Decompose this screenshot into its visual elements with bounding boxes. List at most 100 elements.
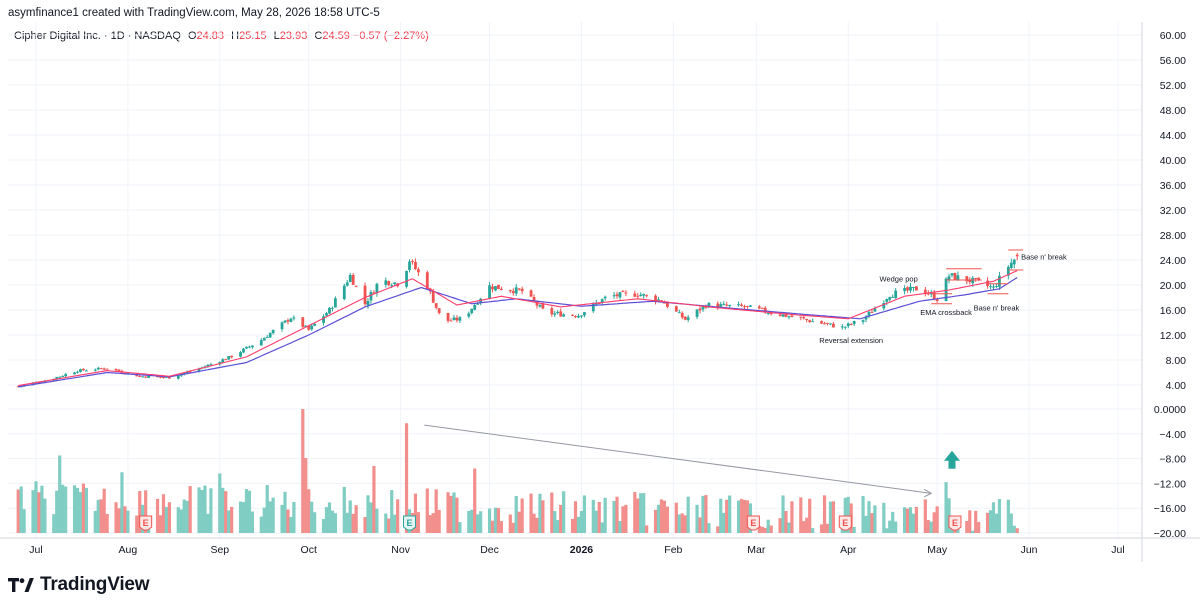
candle-body — [372, 292, 376, 294]
candle-body — [102, 368, 106, 370]
candle-body — [864, 316, 868, 320]
candle-body — [363, 285, 367, 305]
volume-bar — [247, 490, 252, 533]
ema-slow-line — [18, 276, 1018, 388]
open-label: O — [187, 30, 197, 42]
volume-bar — [43, 498, 47, 533]
volume-bar — [769, 525, 773, 533]
candle-body — [165, 376, 168, 378]
volume-bar — [802, 521, 806, 533]
candle-body — [58, 376, 62, 378]
volume-bar — [185, 500, 189, 533]
candle-body — [73, 372, 76, 375]
volume-bar — [55, 490, 59, 533]
volume-bar — [870, 513, 874, 533]
candle-body — [965, 276, 969, 282]
price-tick-label: 52.00 — [1160, 80, 1186, 92]
volume-bar — [375, 508, 379, 533]
candle-body — [322, 316, 325, 323]
candle-body — [342, 285, 346, 300]
earnings-marker-icon — [948, 515, 962, 531]
volume-bar — [369, 502, 373, 533]
volume-bar — [446, 492, 450, 533]
candles — [16, 252, 1019, 388]
candle-body — [535, 301, 539, 306]
volume-bar — [659, 499, 664, 533]
volume-bar — [529, 493, 533, 533]
candle-body — [867, 311, 871, 316]
volume-bar — [633, 492, 637, 533]
candle-body — [737, 304, 740, 306]
volume-bar — [197, 487, 201, 533]
close-value: 24.59 — [322, 30, 350, 42]
candle-body — [639, 294, 643, 297]
candle-body — [695, 309, 699, 317]
volume-bar — [728, 495, 732, 533]
candle-body — [633, 293, 637, 297]
volume-bar — [514, 496, 518, 533]
volume-bar — [1006, 499, 1010, 533]
candle-body — [840, 326, 844, 328]
chart-annotation: Wedge pop — [880, 274, 918, 283]
volume-bar — [221, 487, 225, 533]
candle-body — [594, 302, 598, 305]
candle-body — [251, 345, 254, 348]
volume-bar — [449, 495, 453, 533]
volume-bar — [763, 527, 767, 533]
volume-bar — [179, 509, 183, 533]
volume-bar — [891, 511, 895, 533]
candle-body — [292, 317, 296, 319]
volume-tick-label: −20.00 — [1154, 528, 1187, 540]
volume-bar — [458, 522, 462, 533]
low-label: L — [273, 30, 280, 42]
candle-body — [354, 285, 358, 287]
volume-bar — [167, 502, 171, 533]
candle-body — [325, 313, 328, 316]
candle-body — [995, 286, 998, 288]
earnings-marker-icon — [746, 515, 760, 531]
volume-bar — [994, 513, 999, 533]
candle-body — [624, 292, 628, 294]
volume-bar — [645, 525, 649, 533]
candle-body — [434, 303, 438, 308]
volume-bar — [704, 495, 708, 533]
price-tick-label: 4.00 — [1166, 380, 1187, 392]
candle-body — [197, 368, 201, 372]
volume-bar — [968, 510, 972, 533]
symbol-legend: Cipher Digital Inc. · 1D · NASDAQ O24.83… — [14, 30, 429, 42]
volume-bar — [286, 509, 290, 533]
volume-bar — [200, 489, 204, 533]
volume-bar — [227, 510, 231, 533]
candle-body — [760, 307, 764, 309]
candle-body — [722, 303, 726, 305]
earnings-marker: E — [139, 515, 153, 531]
candle-body — [926, 292, 930, 295]
volume-bar — [535, 517, 539, 533]
volume-bar — [244, 489, 249, 533]
volume-bar — [22, 509, 26, 533]
volume-bar — [867, 501, 871, 533]
candle-body — [974, 277, 978, 279]
volume-bar — [413, 493, 418, 533]
tradingview-logo[interactable]: TradingView — [8, 572, 150, 598]
candle-body — [971, 277, 975, 284]
candle-body — [390, 285, 394, 287]
candle-body — [787, 316, 791, 318]
candle-body — [823, 323, 826, 325]
volume-bar — [852, 526, 856, 533]
candle-body — [345, 282, 349, 286]
volume-bar — [550, 492, 554, 533]
volume-bar — [126, 510, 130, 533]
volume-tick-label: −8.00 — [1159, 454, 1186, 466]
volume-bar — [372, 466, 376, 533]
candle-body — [559, 311, 563, 317]
volume-bar — [93, 510, 97, 533]
price-tick-label: 40.00 — [1160, 155, 1186, 167]
candle-body — [766, 313, 770, 315]
volume-bar — [885, 528, 889, 533]
candle-body — [476, 303, 480, 305]
volume-bar — [615, 496, 619, 533]
volume-bar — [487, 508, 492, 533]
volume-bar — [354, 505, 358, 533]
